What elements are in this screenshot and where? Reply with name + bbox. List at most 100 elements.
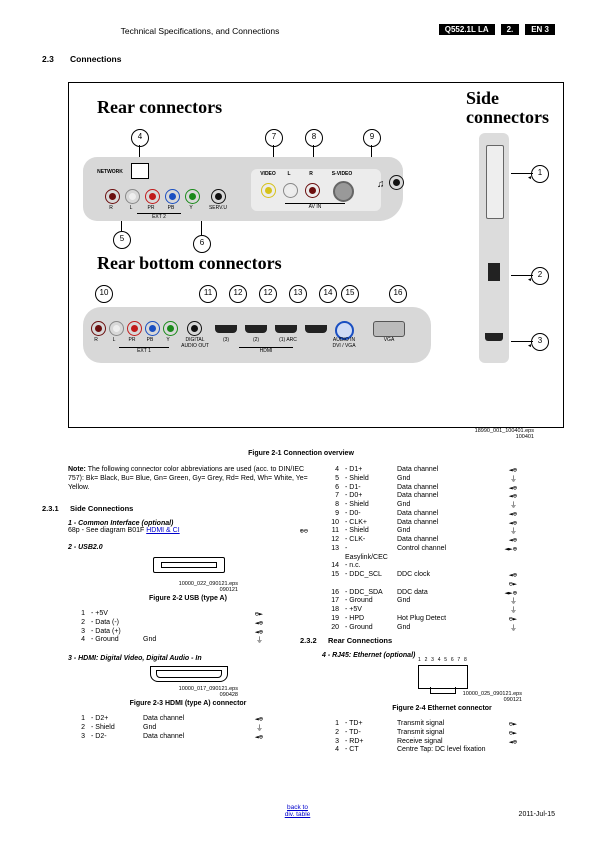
callout-7: 7: [265, 129, 283, 147]
eps-l2: 100401: [516, 434, 534, 440]
hdmi-left-pin-table: 1- D2+Data channel◄⊕2- ShieldGnd⏚3- D2-D…: [68, 715, 266, 741]
pin-row: 3- RD+Receive signal◄⊕: [322, 738, 520, 747]
jack-r: [105, 189, 120, 204]
usb-slot: [488, 263, 500, 281]
pin-row: 19- HPDHot Plug Detect⊖►: [322, 615, 520, 624]
lbl-video: VIDEO: [257, 171, 279, 177]
callout-14: 14: [319, 285, 337, 303]
callout-12a: 12: [229, 285, 247, 303]
pin-row: 14- n.c.: [322, 562, 520, 571]
jack-l: [125, 189, 140, 204]
pin-row: 13- Easylink/CECControl channel◄►⊕: [322, 545, 520, 563]
ci-sym: ⊕⊖: [300, 527, 308, 535]
pin-row: 5- ShieldGnd⏚: [322, 475, 520, 484]
hdmi-title: 3 - HDMI: Digital Video, Digital Audio -…: [68, 655, 308, 662]
section-title: Connections: [70, 54, 121, 64]
callout-4: 4: [131, 129, 149, 147]
pin-row: 3- Data (+)◄⊕: [68, 628, 266, 637]
callout-15: 15: [341, 285, 359, 303]
footer-links: back to div. table: [0, 804, 595, 818]
lbl-l2: L: [281, 171, 297, 177]
model-tag: Q552.1L LA: [439, 24, 495, 35]
blbl-h2: (2): [245, 337, 267, 343]
color-note: Note: The following connector color abbr…: [68, 466, 308, 492]
section-number: 2.3: [42, 54, 54, 64]
pin-row: 3- D2-Data channel◄⊕: [68, 733, 266, 742]
callout-s2: 2: [531, 267, 549, 285]
fig23-caption: Figure 2-3 HDMI (type A) connector: [68, 700, 308, 707]
fig22-caption: Figure 2-2 USB (type A): [68, 595, 308, 602]
footer-date: 2011-Jul-15: [519, 811, 555, 818]
blbl-audin: AUDIO IN DVI / VGA: [325, 337, 363, 349]
pin-row: 15- DDC_SCLDDC clock◄⊕ ⊖►: [322, 571, 520, 589]
callout-s3: 3: [531, 333, 549, 351]
eth-eps2: 090121: [504, 697, 522, 703]
usb-eps2: 090121: [220, 587, 238, 593]
rear-connectors-heading: Rear connectors: [97, 97, 222, 118]
eth-drawing: 1 2 3 4 5 6 7 8: [412, 661, 472, 691]
blbl-l: L: [107, 337, 121, 343]
jack-serv: [211, 189, 226, 204]
lbl-r: R: [103, 205, 119, 211]
lbl-r2: R: [303, 171, 319, 177]
pin-row: 1- +5V⊖►: [68, 610, 266, 619]
pin-row: 2- ShieldGnd⏚: [68, 724, 266, 733]
usb-title: 2 - USB2.0: [68, 544, 308, 551]
side-hdmi: [485, 333, 503, 341]
back-to-link[interactable]: back to: [287, 804, 308, 811]
side-panel: [479, 133, 509, 363]
lbl-svideo: S-VIDEO: [327, 171, 357, 177]
headphone-jack: [389, 175, 404, 190]
callout-9: 9: [363, 129, 381, 147]
jack-pb: [165, 189, 180, 204]
blbl-pb: PB: [143, 337, 157, 343]
lbl-pr: PR: [143, 205, 159, 211]
pin-row: 2- TD-Transmit signal⊖►: [322, 729, 520, 738]
lbl-y: Y: [183, 205, 199, 211]
lbl-l: L: [123, 205, 139, 211]
svideo-jack: [333, 181, 354, 202]
ci-slot: [486, 145, 504, 219]
blbl-hdmi: HDMI: [239, 347, 293, 354]
figure-2-1-frame: Rear connectors Side connectors 4 7 8 9 …: [68, 82, 564, 428]
ci-text: 68p - See diagram B01F: [68, 527, 146, 534]
callout-10: 10: [95, 285, 113, 303]
pin-row: 12- CLK-Data channel◄⊕: [322, 536, 520, 545]
callout-6: 6: [193, 235, 211, 253]
pin-row: 1- TD+Transmit signal⊖►: [322, 720, 520, 729]
pin-row: 4- CTCentre Tap: DC level fixation: [322, 746, 520, 755]
chapter-title: Technical Specifications, and Connection…: [0, 26, 400, 36]
side-connectors-heading: Side connectors: [466, 89, 549, 127]
network-jack: [131, 163, 149, 179]
lbl-avin: AV IN: [285, 203, 345, 210]
eth-pinlabels: 1 2 3 4 5 6 7 8: [418, 657, 468, 663]
blbl-digaud: DIGITAL AUDIO OUT: [177, 337, 213, 349]
callout-16: 16: [389, 285, 407, 303]
ci-title: 1 - Common Interface (optional): [68, 520, 308, 527]
callout-5: 5: [113, 231, 131, 249]
lbl-serv: SERV.U: [203, 205, 233, 211]
rc-no: 2.3.2: [300, 636, 317, 645]
lbl-ext2: EXT 2: [137, 213, 181, 220]
div-table-link[interactable]: div. table: [285, 811, 311, 818]
pin-row: 8- ShieldGnd⏚: [322, 501, 520, 510]
pin-row: 2- Data (-)◄⊕: [68, 619, 266, 628]
left-column: Note: The following connector color abbr…: [68, 466, 308, 492]
pin-row: 18- +5V⏚: [322, 606, 520, 615]
callout-s1: 1: [531, 165, 549, 183]
pin-row: 20- GroundGnd⏚: [322, 624, 520, 633]
usb-drawing: [143, 553, 233, 581]
subsec-no: 2.3.1: [42, 504, 59, 513]
hdmi-eps2: 090428: [220, 692, 238, 698]
eth-pin-table: 1- TD+Transmit signal⊖►2- TD-Transmit si…: [322, 720, 520, 755]
blbl-r: R: [89, 337, 103, 343]
hdmi-ci-link[interactable]: HDMI & CI: [146, 527, 179, 534]
side-l2: connectors: [466, 107, 549, 127]
jack-pr: [145, 189, 160, 204]
pin-row: 17- GroundGnd⏚: [322, 597, 520, 606]
blbl-y: Y: [161, 337, 175, 343]
pin-row: 6- D1-Data channel◄⊕: [322, 484, 520, 493]
pin-row: 1- D2+Data channel◄⊕: [68, 715, 266, 724]
usb-pin-table: 1- +5V⊖►2- Data (-)◄⊕3- Data (+)◄⊕4- Gro…: [68, 610, 266, 645]
pin-row: 16- DDC_SDADDC data◄►⊕: [322, 589, 520, 598]
